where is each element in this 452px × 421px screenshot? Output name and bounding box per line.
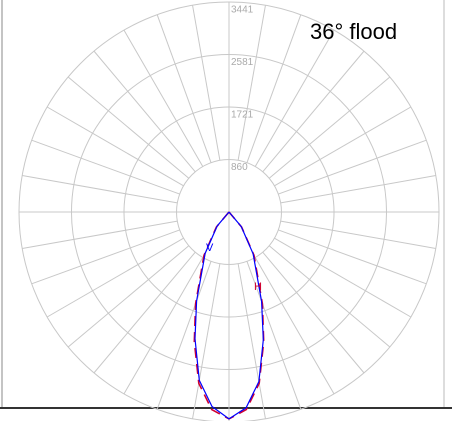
r-tick-label: 3441 — [231, 5, 254, 16]
spoke — [274, 106, 412, 187]
spoke — [22, 220, 178, 249]
spoke — [67, 76, 190, 179]
spoke — [237, 263, 266, 419]
spoke — [246, 14, 302, 163]
r-tick-label: 2581 — [231, 57, 254, 68]
r-tick-label: 1721 — [231, 110, 254, 121]
spoke — [93, 251, 196, 374]
spoke — [262, 50, 365, 173]
spoke — [156, 14, 212, 163]
marks: VH — [193, 211, 265, 420]
spoke — [268, 245, 391, 348]
spoke — [22, 175, 178, 204]
spoke — [46, 237, 184, 318]
spoke — [237, 5, 266, 161]
spoke — [254, 257, 335, 395]
ring — [123, 106, 335, 318]
spoke — [278, 229, 427, 285]
spoke — [246, 261, 302, 410]
spoke — [280, 175, 436, 204]
spoke — [46, 106, 184, 187]
spoke — [93, 50, 196, 173]
spoke — [123, 29, 204, 167]
spoke — [278, 139, 427, 195]
grid: 860 1721 2581 3441 — [18, 1, 440, 421]
spoke — [31, 139, 180, 195]
spoke — [67, 245, 190, 348]
spoke — [192, 263, 221, 419]
spoke — [254, 29, 335, 167]
spoke — [123, 257, 204, 395]
spoke — [268, 76, 391, 179]
spoke — [156, 261, 212, 410]
ring — [176, 159, 282, 265]
ring — [70, 53, 388, 371]
spoke — [192, 5, 221, 161]
spoke — [262, 251, 365, 374]
r-tick-label: 860 — [231, 162, 248, 173]
spoke — [280, 220, 436, 249]
series-label: V — [206, 242, 214, 254]
series-line — [194, 211, 264, 420]
chart-title: 36° flood — [310, 19, 397, 44]
ring — [18, 1, 440, 421]
series-label: H — [254, 281, 262, 293]
spoke — [274, 237, 412, 318]
spoke — [31, 229, 180, 285]
